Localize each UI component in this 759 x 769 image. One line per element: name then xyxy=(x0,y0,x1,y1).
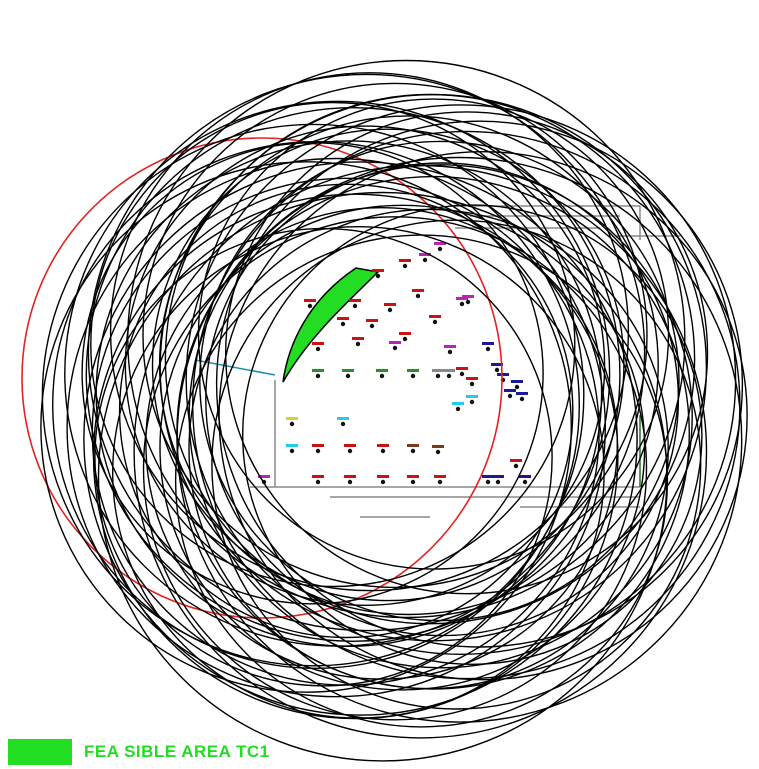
station-marker xyxy=(349,299,361,309)
station-marker xyxy=(452,402,464,412)
station-marker xyxy=(312,475,324,485)
station-marker xyxy=(419,253,431,263)
station-marker xyxy=(304,299,316,309)
constraint-circle xyxy=(41,123,585,667)
constraint-circle xyxy=(225,111,709,595)
reference-circle xyxy=(21,137,503,619)
station-marker xyxy=(366,319,378,329)
station-marker xyxy=(399,259,411,269)
legend: FEA SIBLE AREA TC1 xyxy=(8,738,270,766)
station-marker xyxy=(286,417,298,427)
station-marker xyxy=(466,395,478,405)
station-marker xyxy=(352,337,364,347)
station-marker xyxy=(429,315,441,325)
station-marker xyxy=(497,373,509,383)
station-marker xyxy=(407,444,419,454)
station-marker xyxy=(456,297,468,307)
station-marker xyxy=(434,475,446,485)
station-marker xyxy=(384,303,396,313)
constraint-circle xyxy=(185,104,737,656)
station-marker xyxy=(504,389,516,399)
constraint-circle xyxy=(199,140,680,622)
station-marker xyxy=(432,445,444,455)
station-marker xyxy=(376,369,388,379)
constraint-circle xyxy=(52,141,580,669)
station-marker xyxy=(399,332,411,342)
constraint-circle xyxy=(85,107,621,642)
station-marker xyxy=(492,475,504,485)
constraint-circle xyxy=(197,98,670,570)
station-marker xyxy=(516,392,528,402)
station-marker xyxy=(372,269,384,279)
station-marker xyxy=(377,444,389,454)
legend-label: FEA SIBLE AREA TC1 xyxy=(84,742,270,761)
constraint-circle xyxy=(124,125,606,607)
station-marker xyxy=(519,475,531,485)
station-marker xyxy=(432,369,444,379)
station-marker xyxy=(407,369,419,379)
feasible-area-tc1 xyxy=(282,267,380,383)
station-marker xyxy=(444,345,456,355)
station-marker xyxy=(344,444,356,454)
constraint-circle xyxy=(87,73,646,632)
constraint-circle xyxy=(215,120,744,648)
constraint-circle xyxy=(205,162,680,637)
station-marker xyxy=(407,475,419,485)
marker-group xyxy=(258,242,531,485)
station-marker xyxy=(412,289,424,299)
station-marker xyxy=(337,417,349,427)
constraint-circle xyxy=(109,72,630,592)
constraint-circle xyxy=(133,164,708,739)
station-marker xyxy=(456,367,468,377)
station-marker xyxy=(443,369,455,379)
constraint-circle xyxy=(142,216,648,721)
station-marker xyxy=(344,475,356,485)
constraint-circle xyxy=(83,161,638,716)
station-marker xyxy=(312,444,324,454)
constraint-circle xyxy=(241,204,703,666)
constraint-circle xyxy=(142,82,648,589)
constraint-circle xyxy=(64,100,611,647)
station-marker xyxy=(482,475,494,485)
constraint-circle xyxy=(118,183,574,639)
station-marker xyxy=(434,242,446,252)
station-marker xyxy=(510,459,522,469)
station-marker xyxy=(482,342,494,352)
constraint-circle xyxy=(158,115,659,616)
constraint-circle xyxy=(127,59,686,619)
station-marker xyxy=(342,369,354,379)
station-marker xyxy=(337,317,349,327)
station-marker xyxy=(491,363,503,373)
station-marker xyxy=(312,369,324,379)
station-marker xyxy=(312,342,324,352)
constraint-circles xyxy=(40,59,748,762)
constraint-circle xyxy=(90,101,576,588)
constraint-circle xyxy=(66,157,607,698)
constraint-circle xyxy=(151,128,625,602)
station-marker xyxy=(389,341,401,351)
constraint-circle xyxy=(81,142,544,605)
feasible-area-region xyxy=(282,267,380,383)
constraint-circle xyxy=(94,227,553,687)
constraint-circle xyxy=(40,161,573,693)
station-marker xyxy=(511,380,523,390)
station-marker xyxy=(462,295,474,305)
station-marker xyxy=(286,444,298,454)
station-marker xyxy=(377,475,389,485)
legend-swatch xyxy=(8,739,72,765)
station-marker xyxy=(466,377,478,387)
